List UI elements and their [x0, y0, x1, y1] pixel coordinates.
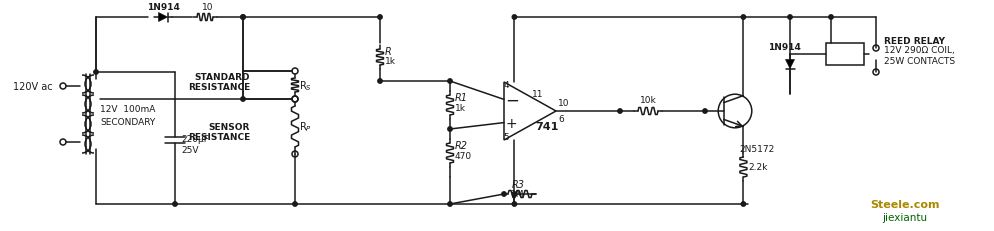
- Circle shape: [293, 202, 297, 206]
- Text: −: −: [505, 91, 519, 109]
- Text: R$_S$: R$_S$: [299, 79, 312, 92]
- Text: 25V: 25V: [181, 146, 199, 155]
- Circle shape: [173, 202, 177, 206]
- Text: R1: R1: [455, 93, 468, 103]
- Text: R$_P$: R$_P$: [299, 120, 312, 134]
- Text: 1k: 1k: [455, 104, 466, 113]
- Circle shape: [829, 16, 833, 20]
- Text: 220μF: 220μF: [181, 135, 209, 144]
- Circle shape: [502, 192, 506, 196]
- Text: 741: 741: [535, 122, 559, 131]
- Circle shape: [512, 192, 517, 196]
- Circle shape: [742, 16, 746, 20]
- Circle shape: [378, 79, 383, 84]
- Text: 10: 10: [558, 99, 570, 108]
- Circle shape: [378, 16, 383, 20]
- Text: 6: 6: [558, 115, 564, 124]
- Text: 2.2k: 2.2k: [748, 163, 767, 172]
- Text: SENSOR: SENSOR: [209, 123, 250, 132]
- Text: REED RELAY: REED RELAY: [884, 36, 945, 45]
- Text: 2N5172: 2N5172: [740, 145, 774, 154]
- Text: 25W CONTACTS: 25W CONTACTS: [884, 56, 955, 65]
- Text: R2: R2: [455, 140, 468, 150]
- Circle shape: [241, 16, 246, 20]
- Text: 5: 5: [504, 133, 509, 142]
- Circle shape: [448, 79, 452, 84]
- Text: STANDARD: STANDARD: [195, 73, 250, 82]
- Text: 11: 11: [532, 90, 544, 99]
- Text: 4: 4: [504, 81, 509, 90]
- Text: 120V ac: 120V ac: [13, 82, 53, 92]
- Text: 12V 290Ω COIL,: 12V 290Ω COIL,: [884, 46, 955, 55]
- Text: +: +: [506, 116, 518, 130]
- Text: SECONDARY: SECONDARY: [100, 118, 155, 127]
- Circle shape: [448, 202, 452, 206]
- Polygon shape: [785, 60, 794, 69]
- Text: RESISTANCE: RESISTANCE: [188, 83, 250, 92]
- Circle shape: [703, 109, 707, 114]
- Text: 12V  100mA: 12V 100mA: [100, 105, 155, 114]
- Bar: [826, 44, 864, 66]
- Circle shape: [448, 127, 452, 132]
- Circle shape: [742, 202, 746, 206]
- Circle shape: [618, 109, 622, 114]
- Text: Steele.com: Steele.com: [871, 199, 939, 209]
- Text: 1N914: 1N914: [146, 3, 180, 12]
- Text: 1M: 1M: [511, 190, 525, 199]
- Text: 10: 10: [202, 3, 214, 12]
- Polygon shape: [158, 13, 168, 22]
- Text: 10k: 10k: [639, 96, 656, 105]
- Circle shape: [241, 16, 246, 20]
- Circle shape: [512, 16, 517, 20]
- Circle shape: [93, 70, 98, 75]
- Circle shape: [241, 97, 246, 102]
- Text: R3: R3: [512, 179, 525, 189]
- Circle shape: [512, 202, 517, 206]
- Text: 1N914: 1N914: [767, 42, 800, 51]
- Text: R: R: [385, 47, 392, 57]
- Circle shape: [788, 16, 792, 20]
- Text: RESISTANCE: RESISTANCE: [188, 133, 250, 142]
- Text: 470: 470: [455, 152, 472, 161]
- Text: 1k: 1k: [385, 57, 396, 66]
- Text: jiexiantu: jiexiantu: [883, 212, 927, 222]
